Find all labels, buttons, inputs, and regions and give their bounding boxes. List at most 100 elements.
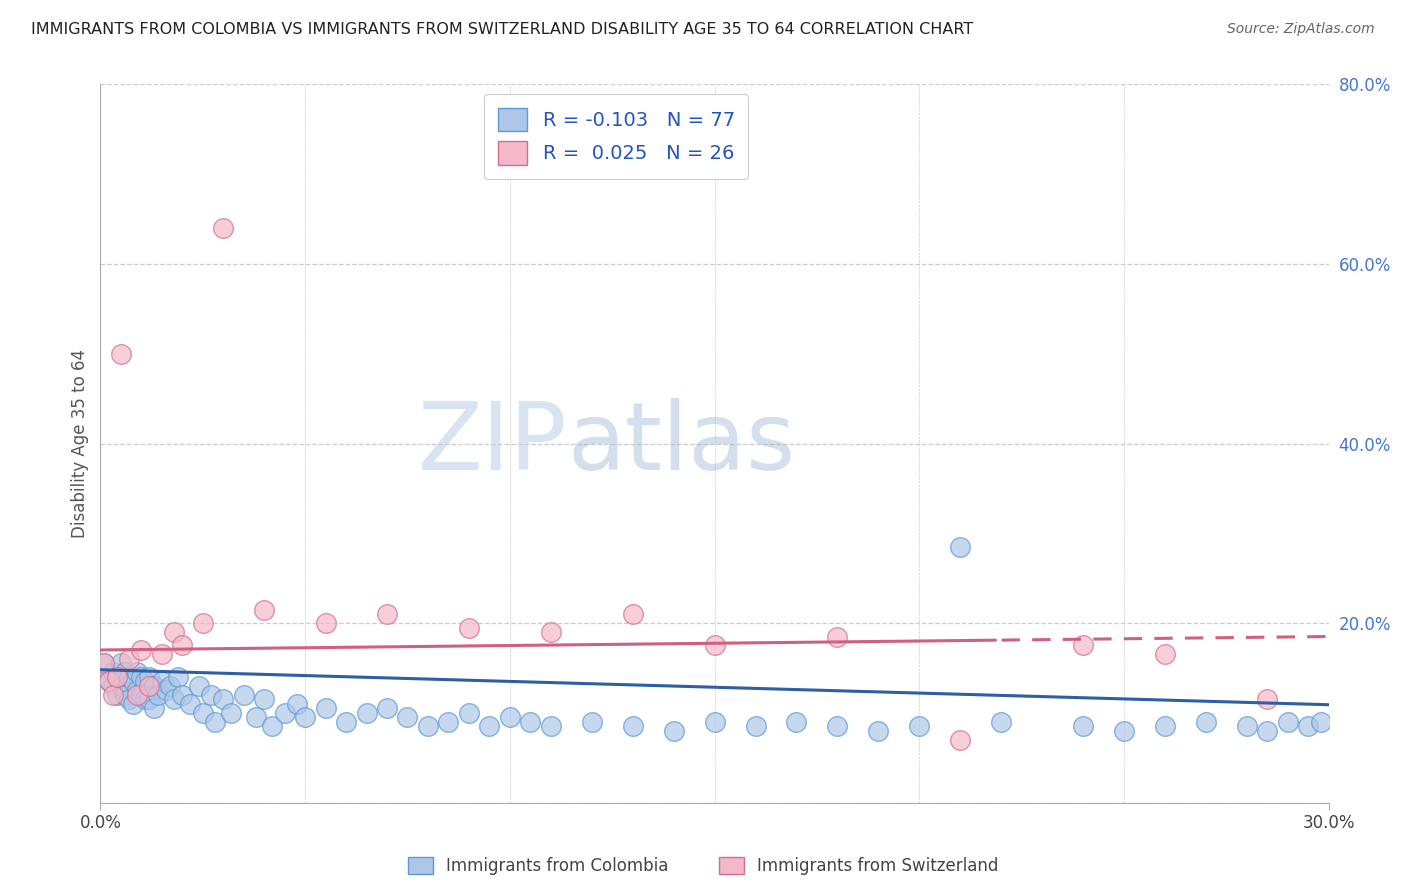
Point [101,665,124,680]
Point [581,714,603,729]
Point [315,701,337,715]
Point [172,688,194,702]
Point [375,607,398,621]
Point [785,714,807,729]
Point [200,688,222,702]
Point [621,719,644,733]
Point [335,714,357,729]
Point [122,674,145,689]
Point [1309,714,1331,729]
Point [138,679,160,693]
Point [356,706,378,720]
Point [457,621,479,635]
Point [97,674,120,689]
Text: atlas: atlas [567,398,796,490]
Point [110,657,132,671]
Point [134,692,156,706]
Point [662,723,685,738]
Point [150,674,173,689]
Point [204,714,226,729]
Point [1071,639,1094,653]
Point [129,688,152,702]
Point [1277,714,1299,729]
Point [93,657,115,671]
Point [155,683,177,698]
Text: IMMIGRANTS FROM COLOMBIA VS IMMIGRANTS FROM SWITZERLAND DISABILITY AGE 35 TO 64 : IMMIGRANTS FROM COLOMBIA VS IMMIGRANTS F… [31,22,973,37]
Point [114,665,136,680]
Point [101,679,124,693]
Point [540,625,562,640]
Point [167,670,190,684]
Point [172,639,194,653]
Point [129,643,152,657]
Point [1154,719,1177,733]
Point [457,706,479,720]
Point [105,670,128,684]
Point [621,607,644,621]
Point [285,697,308,711]
Point [949,540,972,554]
Point [827,719,849,733]
Point [519,714,541,729]
Text: Source: ZipAtlas.com: Source: ZipAtlas.com [1227,22,1375,37]
Point [118,652,141,666]
Point [159,679,181,693]
Point [110,679,132,693]
Point [540,719,562,733]
Point [138,692,160,706]
Point [1112,723,1135,738]
Point [134,674,156,689]
Point [150,648,173,662]
Point [122,697,145,711]
Point [416,719,439,733]
Point [478,719,501,733]
Point [375,701,398,715]
Point [129,670,152,684]
Point [1298,719,1320,733]
Point [396,710,419,724]
Point [212,692,235,706]
Point [827,630,849,644]
Point [315,615,337,630]
Point [245,710,267,724]
Point [191,615,214,630]
Point [118,692,141,706]
Point [179,697,201,711]
Point [138,670,160,684]
Point [101,688,124,702]
Point [127,688,149,702]
Point [232,688,254,702]
Point [868,723,890,738]
Text: ZIP: ZIP [418,398,567,490]
Point [110,347,132,361]
Point [105,670,128,684]
Point [253,602,276,616]
Point [294,710,316,724]
Point [146,688,169,702]
Point [1256,692,1278,706]
Point [191,706,214,720]
Point [990,714,1012,729]
Point [908,719,931,733]
Legend: Immigrants from Colombia, Immigrants from Switzerland: Immigrants from Colombia, Immigrants fro… [399,849,1007,884]
Point [499,710,522,724]
Point [142,701,165,715]
Point [262,719,284,733]
Point [142,679,165,693]
Point [114,688,136,702]
Point [127,665,149,680]
Point [93,657,115,671]
Legend: R = -0.103   N = 77, R =  0.025   N = 26: R = -0.103 N = 77, R = 0.025 N = 26 [484,95,748,178]
Point [273,706,295,720]
Point [105,688,128,702]
Point [127,683,149,698]
Point [949,732,972,747]
Point [118,670,141,684]
Point [1195,714,1218,729]
Point [744,719,766,733]
Point [703,639,725,653]
Point [221,706,243,720]
Point [1154,648,1177,662]
Y-axis label: Disability Age 35 to 64: Disability Age 35 to 64 [72,349,89,538]
Point [437,714,460,729]
